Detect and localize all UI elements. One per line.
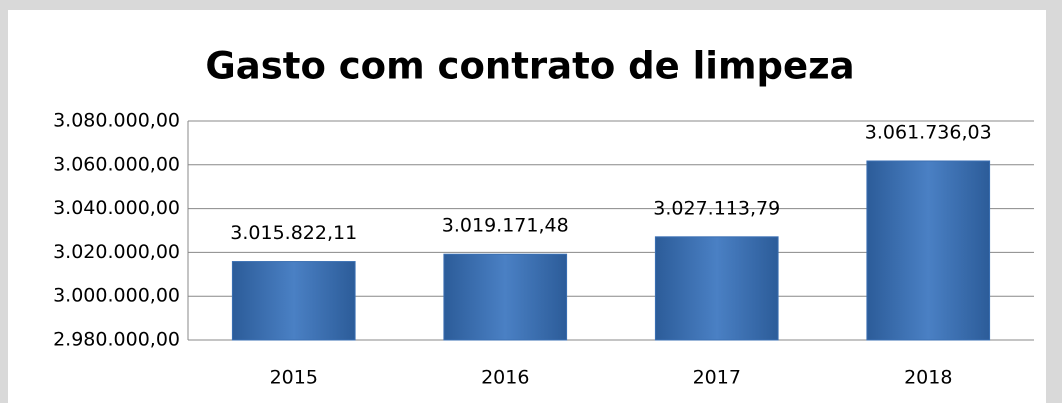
- x-tick-label: 2018: [904, 367, 952, 389]
- y-tick-label: 3.040.000,00: [53, 197, 180, 219]
- bar: [443, 253, 568, 341]
- y-tick-label: 2.980.000,00: [53, 329, 180, 351]
- y-tick-label: 3.080.000,00: [53, 110, 180, 132]
- bar: [654, 236, 779, 341]
- bar: [866, 160, 991, 341]
- x-tick-label: 2017: [693, 367, 741, 389]
- bar: [231, 261, 356, 341]
- y-tick-label: 3.000.000,00: [53, 285, 180, 307]
- x-tick-label: 2015: [270, 367, 318, 389]
- data-label: 3.019.171,48: [442, 215, 569, 237]
- data-label: 3.027.113,79: [653, 197, 780, 219]
- data-label: 3.061.736,03: [865, 121, 992, 143]
- data-label: 3.015.822,11: [230, 222, 357, 244]
- y-tick-label: 3.020.000,00: [53, 241, 180, 263]
- y-tick-label: 3.060.000,00: [53, 153, 180, 175]
- x-tick-label: 2016: [481, 367, 529, 389]
- chart-title: Gasto com contrato de limpeza: [205, 45, 854, 88]
